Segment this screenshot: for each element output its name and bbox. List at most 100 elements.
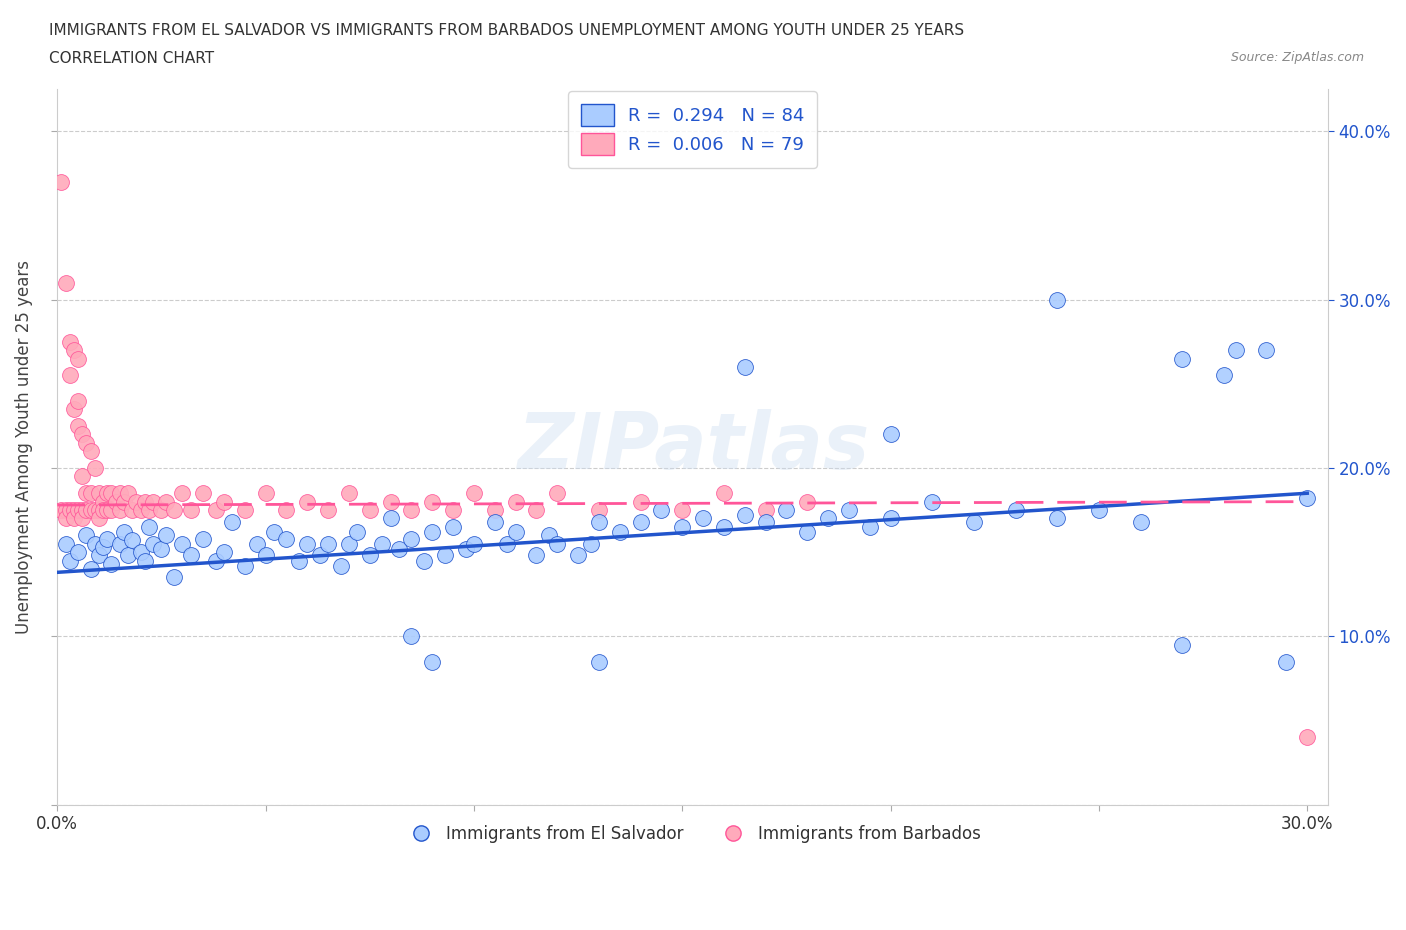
- Point: [112, 494, 135, 509]
- Point: [79, 485, 101, 500]
- Point: [129, 502, 152, 517]
- Point: [579, 537, 602, 551]
- Point: [204, 502, 226, 517]
- Point: [308, 548, 330, 563]
- Point: [1171, 352, 1194, 366]
- Point: [142, 494, 165, 509]
- Point: [63, 343, 86, 358]
- Point: [401, 531, 423, 546]
- Point: [204, 553, 226, 568]
- Point: [337, 537, 360, 551]
- Point: [546, 537, 568, 551]
- Point: [588, 502, 610, 517]
- Point: [91, 539, 114, 554]
- Point: [55, 537, 77, 551]
- Point: [817, 512, 839, 526]
- Point: [713, 520, 735, 535]
- Point: [67, 545, 90, 560]
- Point: [117, 485, 139, 500]
- Point: [838, 502, 860, 517]
- Point: [371, 537, 394, 551]
- Point: [100, 556, 122, 571]
- Point: [796, 494, 818, 509]
- Y-axis label: Unemployment Among Youth under 25 years: Unemployment Among Youth under 25 years: [15, 260, 32, 634]
- Point: [172, 537, 194, 551]
- Point: [91, 494, 114, 509]
- Point: [441, 520, 464, 535]
- Point: [671, 520, 693, 535]
- Point: [79, 562, 101, 577]
- Point: [59, 368, 82, 383]
- Text: Source: ZipAtlas.com: Source: ZipAtlas.com: [1230, 51, 1364, 64]
- Point: [138, 520, 160, 535]
- Point: [51, 175, 73, 190]
- Point: [755, 502, 778, 517]
- Point: [72, 469, 94, 484]
- Point: [1254, 343, 1277, 358]
- Point: [76, 502, 98, 517]
- Point: [484, 502, 506, 517]
- Point: [87, 548, 110, 563]
- Point: [150, 502, 173, 517]
- Point: [108, 485, 131, 500]
- Legend: Immigrants from El Salvador, Immigrants from Barbados: Immigrants from El Salvador, Immigrants …: [398, 818, 988, 850]
- Point: [76, 485, 98, 500]
- Point: [87, 502, 110, 517]
- Point: [59, 502, 82, 517]
- Point: [734, 360, 756, 375]
- Point: [496, 537, 519, 551]
- Point: [671, 502, 693, 517]
- Point: [83, 537, 105, 551]
- Point: [537, 528, 560, 543]
- Point: [1225, 343, 1247, 358]
- Point: [1046, 292, 1069, 307]
- Point: [67, 393, 90, 408]
- Point: [96, 485, 118, 500]
- Point: [246, 537, 269, 551]
- Point: [150, 541, 173, 556]
- Point: [76, 528, 98, 543]
- Point: [79, 502, 101, 517]
- Point: [359, 548, 381, 563]
- Point: [859, 520, 882, 535]
- Point: [609, 525, 631, 539]
- Point: [212, 545, 235, 560]
- Point: [463, 537, 485, 551]
- Point: [142, 537, 165, 551]
- Point: [388, 541, 411, 556]
- Point: [134, 553, 156, 568]
- Point: [1171, 637, 1194, 652]
- Point: [1046, 512, 1069, 526]
- Point: [155, 528, 177, 543]
- Point: [297, 537, 319, 551]
- Point: [588, 654, 610, 669]
- Point: [72, 502, 94, 517]
- Point: [420, 654, 443, 669]
- Point: [83, 502, 105, 517]
- Point: [254, 548, 277, 563]
- Point: [155, 494, 177, 509]
- Point: [191, 531, 214, 546]
- Text: IMMIGRANTS FROM EL SALVADOR VS IMMIGRANTS FROM BARBADOS UNEMPLOYMENT AMONG YOUTH: IMMIGRANTS FROM EL SALVADOR VS IMMIGRANT…: [49, 23, 965, 38]
- Point: [505, 494, 527, 509]
- Point: [191, 485, 214, 500]
- Point: [96, 531, 118, 546]
- Point: [526, 502, 548, 517]
- Point: [67, 352, 90, 366]
- Point: [72, 512, 94, 526]
- Point: [55, 502, 77, 517]
- Point: [380, 512, 402, 526]
- Point: [138, 502, 160, 517]
- Point: [233, 558, 256, 573]
- Point: [359, 502, 381, 517]
- Point: [433, 548, 456, 563]
- Point: [441, 502, 464, 517]
- Point: [63, 502, 86, 517]
- Point: [104, 494, 127, 509]
- Point: [134, 494, 156, 509]
- Point: [413, 553, 436, 568]
- Point: [1212, 368, 1234, 383]
- Point: [172, 485, 194, 500]
- Point: [401, 502, 423, 517]
- Point: [63, 512, 86, 526]
